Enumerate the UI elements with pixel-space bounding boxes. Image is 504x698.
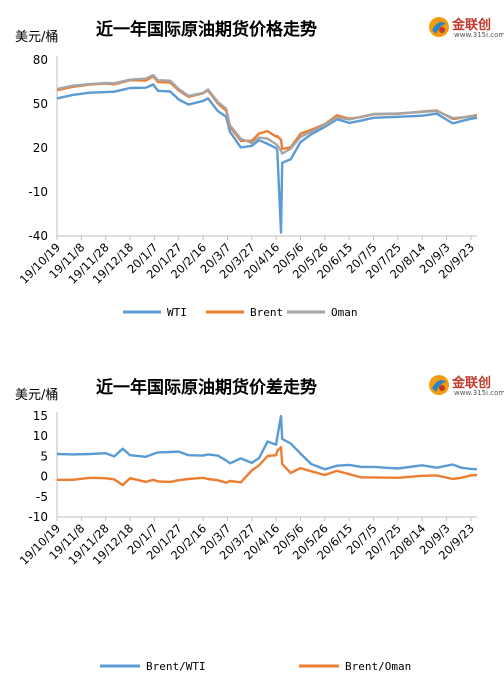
logo-icon [429, 17, 449, 37]
y-tick-label: 80 [33, 53, 48, 67]
spread-chart: 151050-5-1019/10/1919/11/819/11/2819/12/… [17, 409, 478, 673]
series-line-oman [56, 73, 478, 155]
series-line-wti [56, 83, 478, 234]
y-tick-label: 10 [33, 429, 48, 443]
price-chart-unit: 美元/桶 [15, 30, 59, 45]
series-line-brent-wti [56, 414, 478, 471]
logo-sub: www.315i.com [454, 389, 504, 397]
y-tick-label: -5 [36, 490, 48, 504]
y-tick-label: -40 [28, 229, 48, 243]
legend-label: WTI [167, 306, 187, 319]
price-chart-panel: 美元/桶 近一年国际原油期货价格走势 金联创 www.315i.com 80 50… [0, 0, 504, 340]
logo-name: 金联创 [452, 18, 492, 33]
logo-name: 金联创 [452, 376, 492, 391]
spread-chart-unit: 美元/桶 [15, 388, 59, 403]
y-tick-label: 50 [33, 97, 48, 111]
legend-label: Oman [331, 306, 358, 319]
logo: 金联创 www.315i.com [428, 14, 504, 44]
logo-sub: www.315i.com [454, 31, 504, 39]
logo: 金联创 www.315i.com [428, 372, 504, 402]
price-chart-title: 近一年国际原油期货价格走势 [96, 20, 317, 40]
y-tick-label: 15 [33, 409, 48, 423]
series-line-brent-oman [57, 445, 478, 487]
logo-icon [429, 375, 449, 395]
spread-chart-title: 近一年国际原油期货价差走势 [96, 378, 317, 398]
legend-label: Brent/Oman [345, 660, 411, 673]
y-tick-label: -10 [28, 510, 48, 524]
y-tick-label: 5 [40, 449, 48, 463]
y-tick-label: 0 [40, 470, 48, 484]
y-tick-label: -10 [28, 185, 48, 199]
y-tick-label: 20 [33, 141, 48, 155]
legend-label: Brent [250, 306, 283, 319]
price-chart: 805020-10-4019/10/1919/11/819/11/2819/12… [17, 53, 478, 319]
spread-chart-panel: 美元/桶 近一年国际原油期货价差走势 金联创 www.315i.com 15 10… [0, 362, 504, 698]
legend-label: Brent/WTI [146, 660, 206, 673]
